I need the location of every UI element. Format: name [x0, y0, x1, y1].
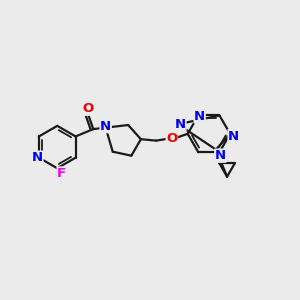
Text: O: O [166, 132, 177, 145]
Text: N: N [100, 120, 111, 133]
Text: N: N [175, 118, 186, 131]
Text: O: O [82, 102, 94, 115]
Text: N: N [215, 149, 226, 162]
Text: F: F [57, 167, 66, 180]
Text: N: N [32, 151, 43, 164]
Text: N: N [194, 110, 205, 123]
Text: N: N [228, 130, 239, 143]
